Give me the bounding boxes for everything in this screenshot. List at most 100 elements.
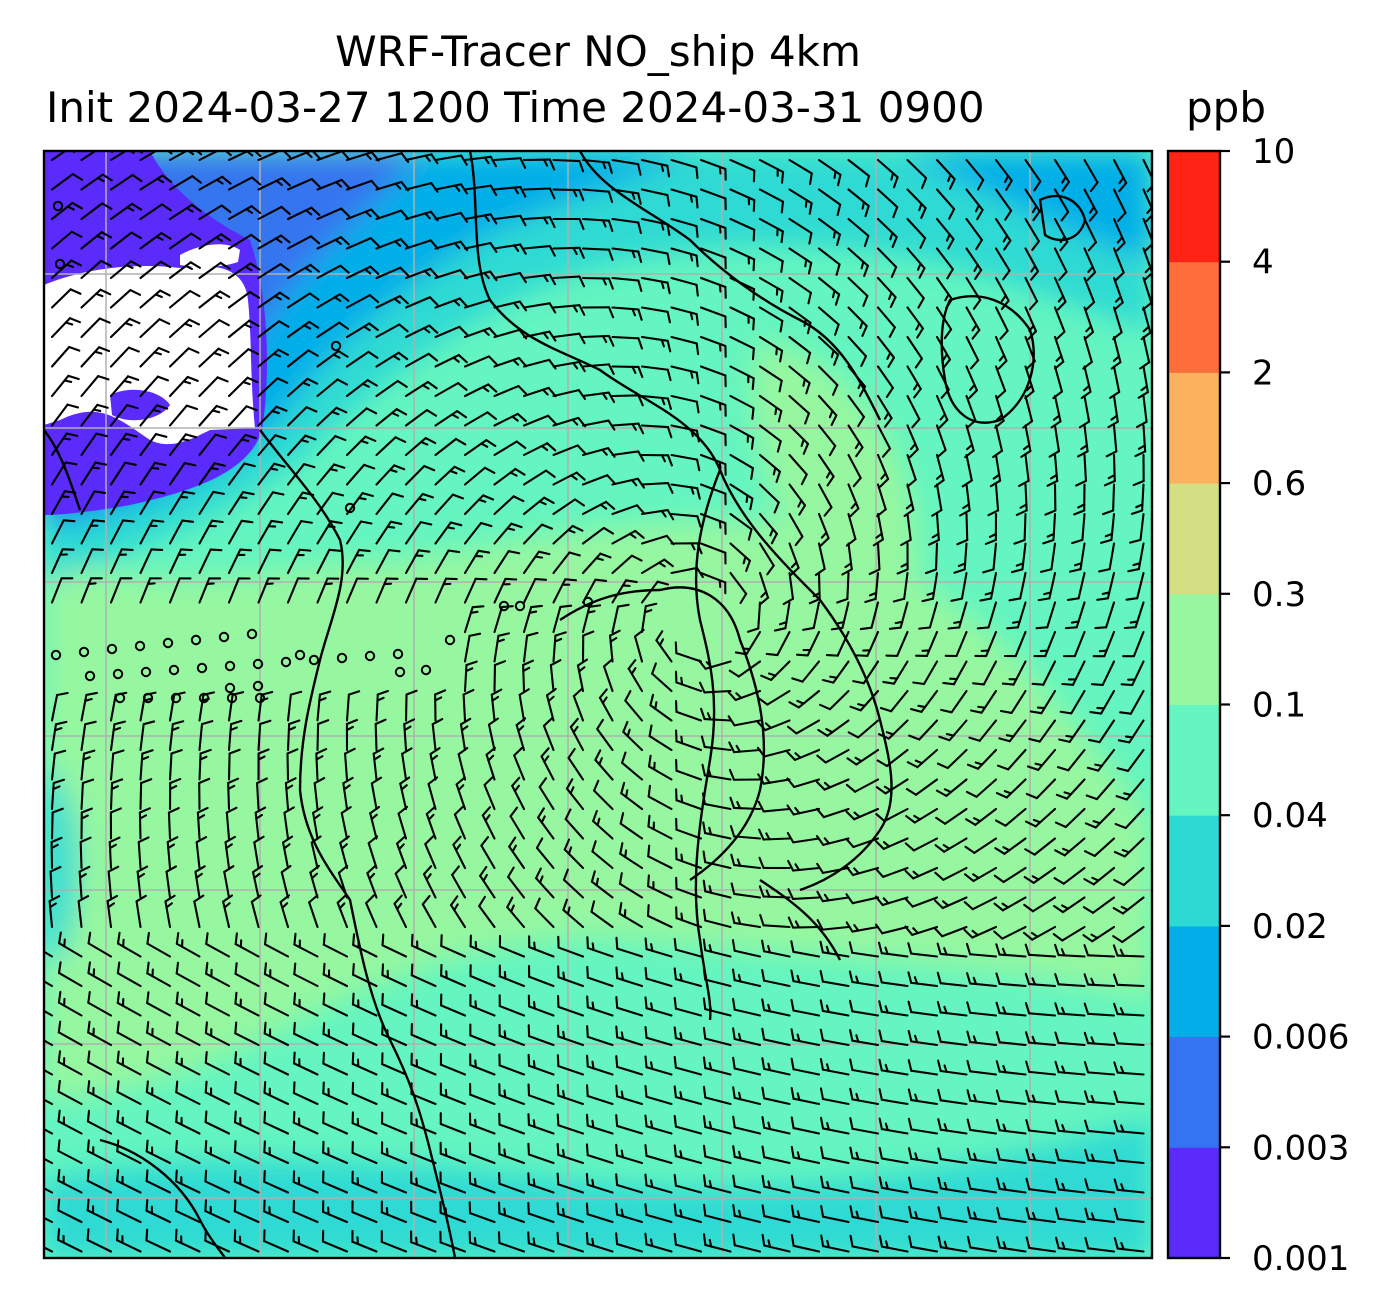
- wind-barb: [1053, 247, 1068, 281]
- wind-barb: [928, 512, 940, 546]
- wind-barb: [966, 1118, 998, 1135]
- wind-barb: [351, 1170, 378, 1194]
- wind-barb: [758, 571, 770, 606]
- wind-barb: [761, 998, 791, 1017]
- wind-barb: [109, 519, 135, 545]
- wind-barb: [912, 660, 939, 686]
- wind-barb: [888, 601, 909, 630]
- wind-barb: [540, 747, 555, 781]
- wind-barb: [50, 374, 80, 398]
- colorbar: 0.001 0.003 0.006 0.02 0.04 0.1 0.3 0.6 2 4 10: [1166, 132, 1349, 1279]
- wind-barb: [556, 1024, 585, 1047]
- wind-barb: [234, 932, 260, 958]
- wind-barb: [109, 807, 122, 840]
- wind-barb: [937, 1147, 968, 1165]
- wind-barb: [522, 550, 551, 575]
- wind-barb: [545, 687, 557, 722]
- wind-barb: [847, 158, 871, 188]
- map-title: WRF-Tracer NO_ship 4km: [335, 27, 861, 76]
- wind-barb: [552, 551, 581, 575]
- wind-barb: [552, 444, 587, 457]
- wind-barb: [875, 807, 909, 823]
- wind-barb: [611, 394, 644, 407]
- wind-barb: [168, 577, 192, 604]
- calm-marker: [344, 502, 356, 514]
- wind-barb: [381, 1052, 408, 1076]
- calm-marker: [252, 680, 264, 692]
- wind-barbs: [44, 151, 1152, 1253]
- wind-barb: [109, 375, 140, 398]
- wind-barb: [1025, 1119, 1057, 1135]
- wind-barb: [699, 483, 727, 506]
- wind-barb: [998, 719, 1027, 743]
- wind-barb: [434, 410, 468, 427]
- wind-barb: [57, 1020, 83, 1047]
- wind-barb: [640, 217, 671, 236]
- coastline-northeast: [940, 295, 1035, 424]
- wind-barb: [700, 707, 732, 722]
- wind-barb: [109, 778, 124, 811]
- wind-barb: [1025, 1236, 1057, 1253]
- wind-barb: [1054, 837, 1086, 857]
- wind-barb: [44, 1039, 54, 1047]
- wind-barb: [116, 1109, 142, 1135]
- wind-barb: [522, 187, 556, 200]
- wind-barb: [699, 365, 727, 388]
- calm-wind-markers: [50, 200, 594, 704]
- wind-barb: [816, 890, 850, 903]
- wind-barb: [1008, 571, 1027, 602]
- wind-barb: [513, 746, 526, 781]
- wind-barb: [522, 469, 556, 486]
- wind-barb: [965, 807, 998, 826]
- wind-barb: [351, 1022, 378, 1047]
- wind-barb: [790, 1204, 821, 1224]
- wind-barb: [198, 720, 214, 752]
- wind-barb: [293, 992, 319, 1017]
- wind-barb: [936, 971, 968, 988]
- wind-barb: [308, 894, 319, 929]
- wind-barb: [463, 521, 493, 545]
- wind-barb: [591, 840, 614, 870]
- wind-barb: [137, 836, 150, 870]
- wind-barb: [286, 548, 312, 575]
- wind-barb: [316, 207, 351, 221]
- wind-barb: [819, 969, 850, 988]
- wind-barb: [86, 1198, 113, 1224]
- wind-barb: [670, 335, 700, 356]
- wind-barb: [674, 641, 703, 663]
- wind-barb: [522, 523, 553, 545]
- wind-barb: [336, 894, 349, 929]
- wind-barb: [758, 542, 775, 576]
- wind-barb: [404, 549, 431, 575]
- calm-marker: [582, 596, 594, 608]
- wind-barb: [611, 365, 644, 379]
- wind-barb: [80, 519, 106, 545]
- wind-barb: [1084, 807, 1116, 829]
- wind-barb: [552, 332, 586, 345]
- wind-barb: [168, 375, 199, 398]
- wind-barb: [257, 577, 281, 604]
- wind-barb: [908, 1235, 939, 1253]
- wind-barb: [109, 202, 143, 221]
- wind-barb: [527, 1053, 555, 1076]
- wind-barb: [535, 867, 555, 899]
- wind-barb: [760, 660, 791, 681]
- wind-barb: [732, 1145, 762, 1165]
- wind-barb: [935, 365, 950, 399]
- wind-barb: [116, 931, 142, 958]
- wind-barb: [581, 217, 614, 233]
- wind-barb: [995, 1089, 1027, 1106]
- wind-barb: [257, 548, 282, 575]
- wind-barb: [292, 1110, 319, 1135]
- wind-barb: [816, 862, 850, 874]
- wind-barb: [640, 306, 671, 324]
- wind-barb: [702, 1174, 732, 1194]
- wind-barb: [732, 1115, 762, 1135]
- wind-barb: [286, 349, 319, 368]
- wind-barb: [404, 689, 418, 722]
- wind-barb: [322, 1081, 349, 1106]
- wind-barb: [552, 188, 585, 202]
- wind-barb: [527, 994, 555, 1017]
- wind-barb: [611, 158, 642, 176]
- wind-barb: [175, 1139, 201, 1165]
